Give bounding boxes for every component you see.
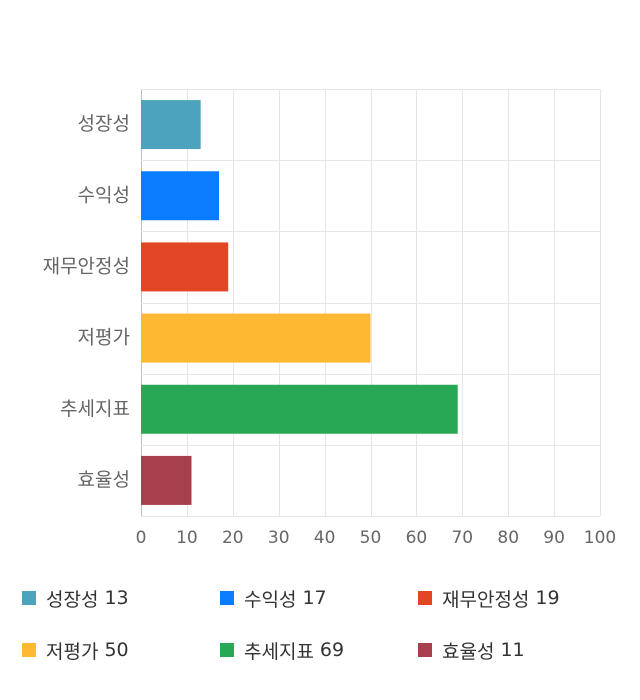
legend-value: 50 xyxy=(104,639,129,661)
grid xyxy=(141,89,601,517)
x-tick-label: 50 xyxy=(360,528,382,548)
legend-swatch xyxy=(22,643,36,657)
bar[interactable] xyxy=(141,171,220,221)
category-label: 추세지표 xyxy=(60,398,130,420)
legend-item[interactable]: 성장성 13 xyxy=(22,578,129,618)
legend-label: 수익성 xyxy=(244,588,297,611)
legend-item[interactable]: 재무안정성 19 xyxy=(418,578,560,618)
bar[interactable] xyxy=(141,242,229,292)
x-tick-label: 10 xyxy=(176,528,198,548)
legend-value: 13 xyxy=(104,587,129,609)
x-tick-label: 30 xyxy=(268,528,290,548)
bar[interactable] xyxy=(141,455,192,505)
x-tick-label: 0 xyxy=(136,528,147,548)
legend-label: 저평가 xyxy=(46,640,99,663)
x-tick-label: 60 xyxy=(406,528,428,548)
legend-item[interactable]: 수익성 17 xyxy=(220,578,327,618)
legend-item[interactable]: 저평가 50 xyxy=(22,630,129,670)
category-label: 성장성 xyxy=(78,113,130,135)
category-label: 저평가 xyxy=(78,327,130,349)
legend-swatch xyxy=(22,591,36,605)
legend-value: 17 xyxy=(302,587,327,609)
legend-value: 11 xyxy=(500,639,525,661)
bar[interactable] xyxy=(141,384,458,434)
legend-swatch xyxy=(418,643,432,657)
x-tick-label: 70 xyxy=(451,528,473,548)
legend-swatch xyxy=(220,591,234,605)
legend-label: 추세지표 xyxy=(244,640,314,663)
category-label: 재무안정성 xyxy=(43,255,130,277)
x-tick-label: 100 xyxy=(584,528,616,548)
x-tick-labels: 0 10 20 30 40 50 60 70 80 90 100 xyxy=(136,528,617,548)
x-tick-label: 40 xyxy=(314,528,336,548)
legend-swatch xyxy=(220,643,234,657)
bar[interactable] xyxy=(141,313,371,363)
legend-value: 19 xyxy=(535,587,560,609)
x-tick-label: 90 xyxy=(543,528,565,548)
x-tick-label: 20 xyxy=(222,528,244,548)
legend-item[interactable]: 효율성 11 xyxy=(418,630,525,670)
category-label: 효율성 xyxy=(78,469,130,491)
legend-label: 재무안정성 xyxy=(442,588,530,611)
legend-swatch xyxy=(418,591,432,605)
bars xyxy=(141,100,458,505)
category-label: 수익성 xyxy=(78,184,130,206)
bar[interactable] xyxy=(141,100,201,150)
legend-label: 효율성 xyxy=(442,640,495,663)
legend-label: 성장성 xyxy=(46,588,99,611)
legend-item[interactable]: 추세지표 69 xyxy=(220,630,344,670)
legend-value: 69 xyxy=(319,639,345,661)
x-tick-label: 80 xyxy=(497,528,519,548)
